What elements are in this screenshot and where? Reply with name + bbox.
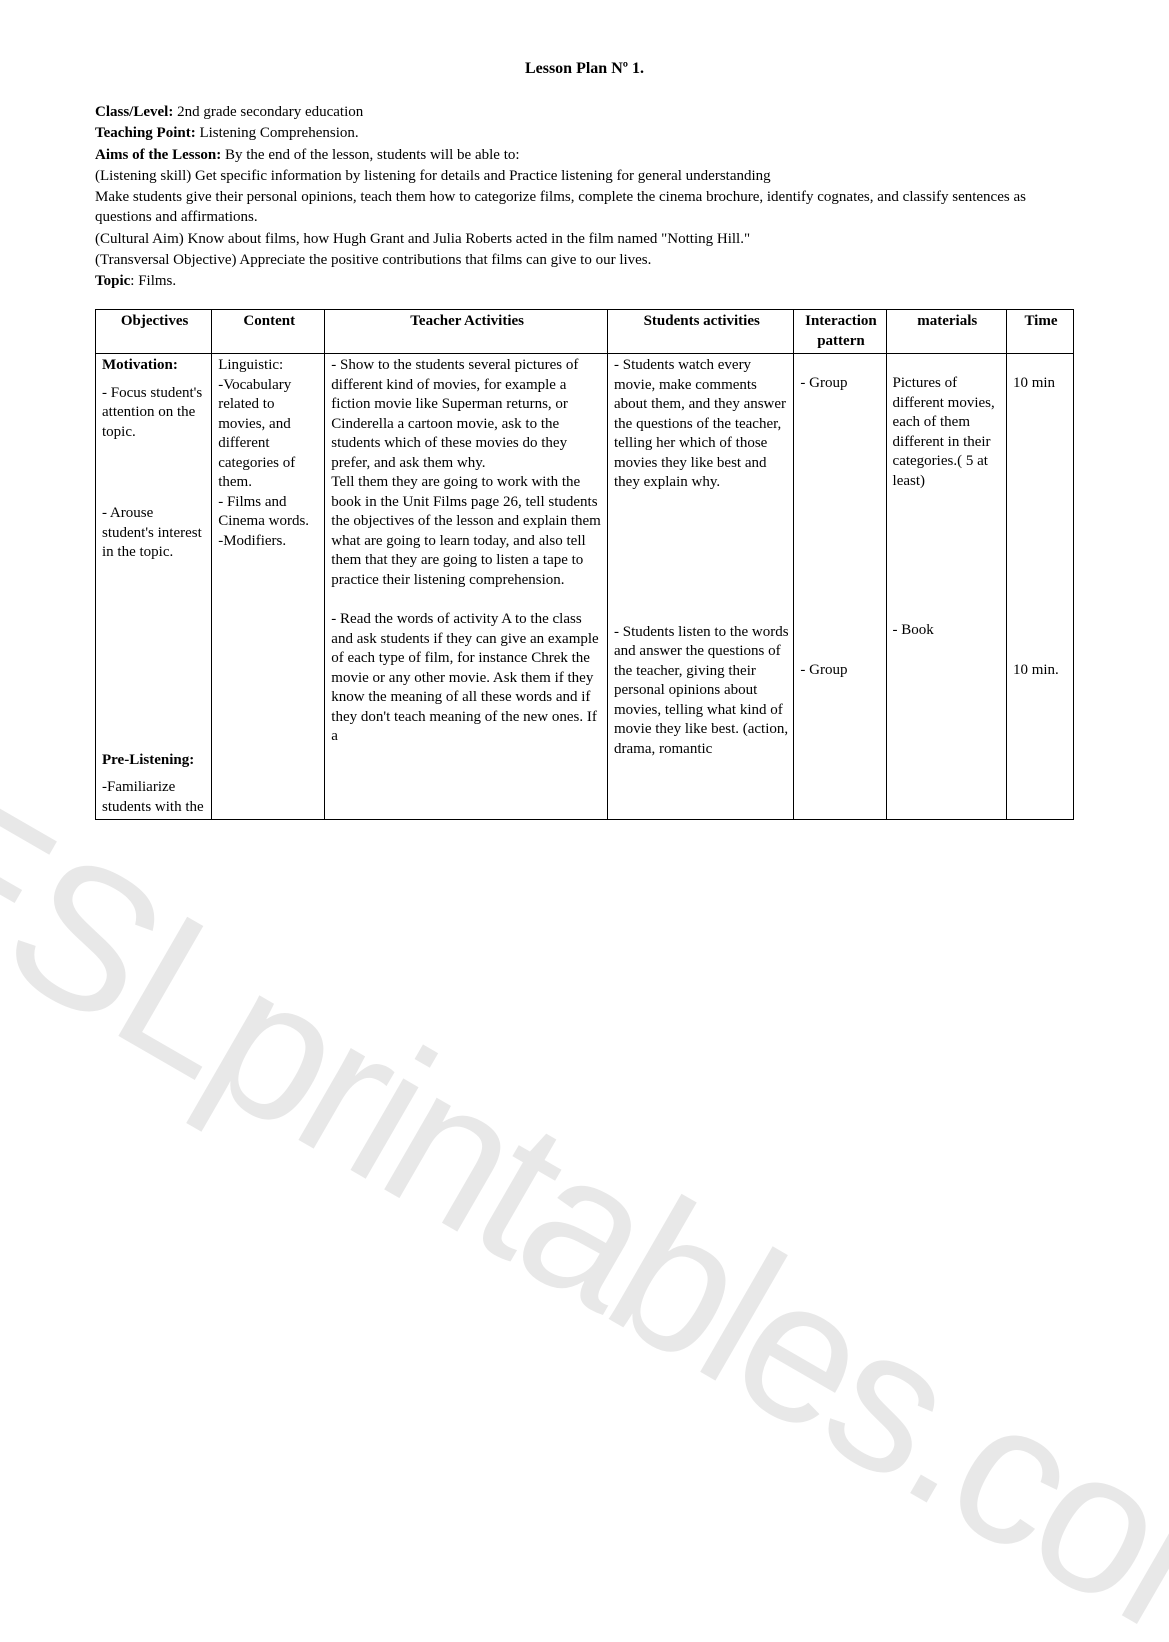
th-teacher: Teacher Activities (325, 310, 608, 354)
meta-class-level: Class/Level: 2nd grade secondary educati… (95, 102, 1074, 122)
content-p2: -Vocabulary related to movies, and diffe… (218, 376, 320, 493)
materials-p1: Pictures of different movies, each of th… (893, 374, 1002, 491)
page-title: Lesson Plan Nº 1. (95, 60, 1074, 78)
interaction-p2: - Group (800, 661, 881, 681)
teaching-point-label: Teaching Point: (95, 125, 196, 141)
cell-materials: Pictures of different movies, each of th… (886, 354, 1006, 820)
materials-p2: - Book (893, 621, 1002, 641)
cell-teacher: - Show to the students several pictures … (325, 354, 608, 820)
interaction-p1: - Group (800, 374, 881, 394)
meta-cultural-aim: (Cultural Aim) Know about films, how Hug… (95, 229, 1074, 249)
topic-value: : Films. (130, 273, 176, 289)
th-time: Time (1006, 310, 1073, 354)
th-content: Content (212, 310, 325, 354)
meta-topic: Topic: Films. (95, 271, 1074, 291)
th-materials: materials (886, 310, 1006, 354)
cell-objectives: Motivation: - Focus student's attention … (96, 354, 212, 820)
lesson-table: Objectives Content Teacher Activities St… (95, 309, 1074, 820)
cell-time: 10 min 10 min. (1006, 354, 1073, 820)
objectives-prelistening-heading: Pre-Listening: (102, 751, 207, 771)
teacher-p1: - Show to the students several pictures … (331, 356, 603, 473)
students-p2: - Students listen to the words and answe… (614, 623, 789, 760)
cell-students: - Students watch every movie, make comme… (608, 354, 794, 820)
aims-label: Aims of the Lesson: (95, 147, 221, 163)
meta-listening-skill: (Listening skill) Get specific informati… (95, 166, 1074, 186)
time-p1: 10 min (1013, 374, 1069, 394)
meta-make-students: Make students give their personal opinio… (95, 187, 1074, 228)
th-students: Students activities (608, 310, 794, 354)
th-interaction: Interaction pattern (794, 310, 886, 354)
cell-content: Linguistic: -Vocabulary related to movie… (212, 354, 325, 820)
teacher-p2: Tell them they are going to work with th… (331, 473, 603, 590)
cell-interaction: - Group - Group (794, 354, 886, 820)
time-p2: 10 min. (1013, 661, 1069, 681)
meta-aims: Aims of the Lesson: By the end of the le… (95, 145, 1074, 165)
content-p3: - Films and Cinema words. (218, 493, 320, 532)
meta-teaching-point: Teaching Point: Listening Comprehension. (95, 123, 1074, 143)
topic-label: Topic (95, 273, 130, 289)
objectives-p3: -Familiarize students with the (102, 778, 207, 817)
class-level-value: 2nd grade secondary education (173, 104, 363, 120)
objectives-p2: - Arouse student's interest in the topic… (102, 504, 207, 563)
meta-block: Class/Level: 2nd grade secondary educati… (95, 102, 1074, 291)
watermark-text: ESLprintables.com (0, 742, 1169, 1642)
class-level-label: Class/Level: (95, 104, 173, 120)
teaching-point-value: Listening Comprehension. (196, 125, 359, 141)
meta-transversal: (Transversal Objective) Appreciate the p… (95, 250, 1074, 270)
content-p4: -Modifiers. (218, 532, 320, 552)
objectives-motivation-heading: Motivation: (102, 356, 207, 376)
students-p1: - Students watch every movie, make comme… (614, 356, 789, 493)
content-p1: Linguistic: (218, 356, 320, 376)
objectives-p1: - Focus student's attention on the topic… (102, 384, 207, 443)
table-header-row: Objectives Content Teacher Activities St… (96, 310, 1074, 354)
table-row: Motivation: - Focus student's attention … (96, 354, 1074, 820)
teacher-p3: - Read the words of activity A to the cl… (331, 610, 603, 747)
aims-value: By the end of the lesson, students will … (221, 147, 519, 163)
th-objectives: Objectives (96, 310, 212, 354)
